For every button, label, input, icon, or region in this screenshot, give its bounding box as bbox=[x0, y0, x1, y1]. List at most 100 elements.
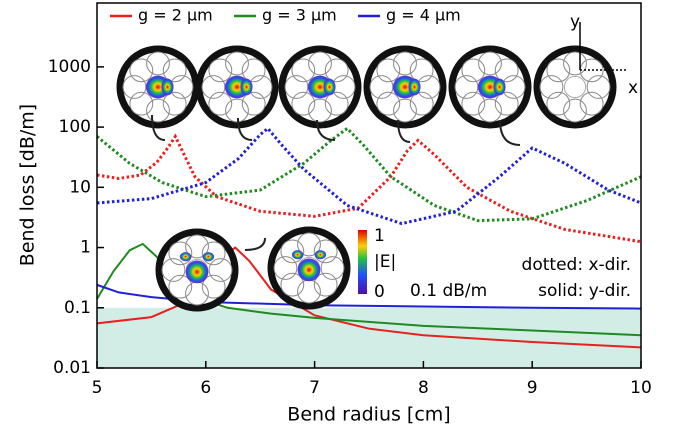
inset-axis-label: y bbox=[570, 12, 580, 32]
capillary bbox=[208, 258, 233, 282]
capillary bbox=[208, 58, 233, 83]
mode-field bbox=[408, 78, 421, 96]
capillary bbox=[494, 91, 519, 116]
plot-frame bbox=[96, 2, 642, 369]
capillary bbox=[129, 58, 154, 83]
y-tick-label: 10 bbox=[69, 177, 91, 197]
inset-axis-label: x bbox=[628, 78, 638, 98]
mode-inset bbox=[278, 45, 362, 129]
capillary bbox=[280, 239, 305, 264]
colorbar-title: |E| bbox=[374, 252, 396, 272]
pointer-arrow bbox=[397, 119, 411, 143]
legend-label: g = 4 µm bbox=[386, 6, 461, 25]
colorbar bbox=[358, 230, 367, 294]
capillary bbox=[324, 91, 349, 116]
capillary bbox=[308, 98, 332, 123]
mode-inset bbox=[363, 45, 447, 129]
capillary bbox=[273, 256, 298, 280]
capillary bbox=[478, 51, 502, 76]
capillary bbox=[308, 51, 332, 76]
mode-inset bbox=[448, 45, 532, 129]
dotted-line bbox=[96, 126, 642, 226]
mode-field bbox=[202, 252, 215, 262]
mode-field bbox=[161, 78, 174, 96]
x-tick-label: 10 bbox=[630, 378, 652, 398]
capillary bbox=[563, 51, 587, 76]
capillary bbox=[297, 232, 321, 257]
x-tick-label: 7 bbox=[309, 378, 320, 398]
mode-inset bbox=[195, 45, 279, 129]
threshold-region bbox=[97, 307, 641, 368]
capillary bbox=[201, 241, 226, 266]
mode-field bbox=[240, 78, 253, 96]
capillary bbox=[225, 98, 249, 123]
pointer-arrow bbox=[244, 237, 266, 251]
threshold-label: 0.1 dB/m bbox=[410, 281, 487, 301]
y-tick-label: 1 bbox=[80, 238, 91, 258]
mode-field bbox=[291, 250, 304, 260]
capillary bbox=[454, 75, 479, 99]
pointer-arrow bbox=[237, 117, 253, 141]
capillary bbox=[494, 58, 519, 83]
colorbar-min: 0 bbox=[374, 282, 385, 302]
capillary bbox=[168, 274, 193, 299]
capillary bbox=[162, 58, 187, 83]
y-axis-title: Bend loss [dB/m] bbox=[17, 104, 39, 266]
capillary bbox=[586, 75, 611, 99]
capillary bbox=[241, 58, 266, 83]
capillary bbox=[579, 91, 604, 116]
capillary bbox=[409, 91, 434, 116]
capillary bbox=[376, 91, 401, 116]
capillary bbox=[539, 75, 564, 99]
capillary bbox=[291, 58, 316, 83]
capillary bbox=[478, 98, 502, 123]
capillary bbox=[146, 51, 170, 76]
capillary bbox=[284, 75, 309, 99]
legend-label: g = 2 µm bbox=[138, 6, 213, 25]
capillary bbox=[129, 91, 154, 116]
capillary bbox=[241, 91, 266, 116]
capillary bbox=[461, 58, 486, 83]
mode-inset bbox=[533, 45, 617, 129]
capillary bbox=[185, 234, 209, 259]
mode-inset bbox=[155, 228, 239, 312]
y-tick-label: 0.1 bbox=[64, 298, 91, 318]
mode-field bbox=[323, 78, 336, 96]
capillary bbox=[461, 91, 486, 116]
mode-field bbox=[493, 78, 506, 96]
mode-field bbox=[179, 252, 192, 262]
capillary bbox=[201, 274, 226, 299]
dotted-line bbox=[96, 133, 642, 244]
capillary bbox=[376, 58, 401, 83]
dotted-line bbox=[96, 126, 642, 223]
x-tick-label: 6 bbox=[200, 378, 211, 398]
capillary bbox=[324, 58, 349, 83]
capillary bbox=[563, 98, 587, 123]
x-tick-label: 5 bbox=[92, 378, 103, 398]
capillary bbox=[320, 256, 345, 280]
core bbox=[563, 75, 587, 99]
capillary bbox=[313, 239, 338, 264]
legend-label: g = 3 µm bbox=[262, 6, 337, 25]
mode-inset bbox=[116, 45, 200, 129]
capillary bbox=[546, 58, 571, 83]
x-tick-label: 8 bbox=[418, 378, 429, 398]
capillary bbox=[225, 51, 249, 76]
capillary bbox=[280, 272, 305, 297]
y-tick-label: 1000 bbox=[48, 57, 91, 77]
pointer-arrow bbox=[151, 114, 166, 141]
capillary bbox=[409, 58, 434, 83]
capillary bbox=[393, 98, 417, 123]
capillary bbox=[546, 91, 571, 116]
colorbar-max: 1 bbox=[374, 226, 385, 246]
fiber-jacket bbox=[533, 45, 617, 129]
y-tick-label: 100 bbox=[59, 117, 91, 137]
mode-inset bbox=[267, 226, 351, 310]
capillary bbox=[291, 91, 316, 116]
capillary bbox=[369, 75, 394, 99]
capillary bbox=[168, 241, 193, 266]
capillary bbox=[161, 258, 186, 282]
pointer-arrow bbox=[316, 119, 336, 141]
capillary bbox=[393, 51, 417, 76]
